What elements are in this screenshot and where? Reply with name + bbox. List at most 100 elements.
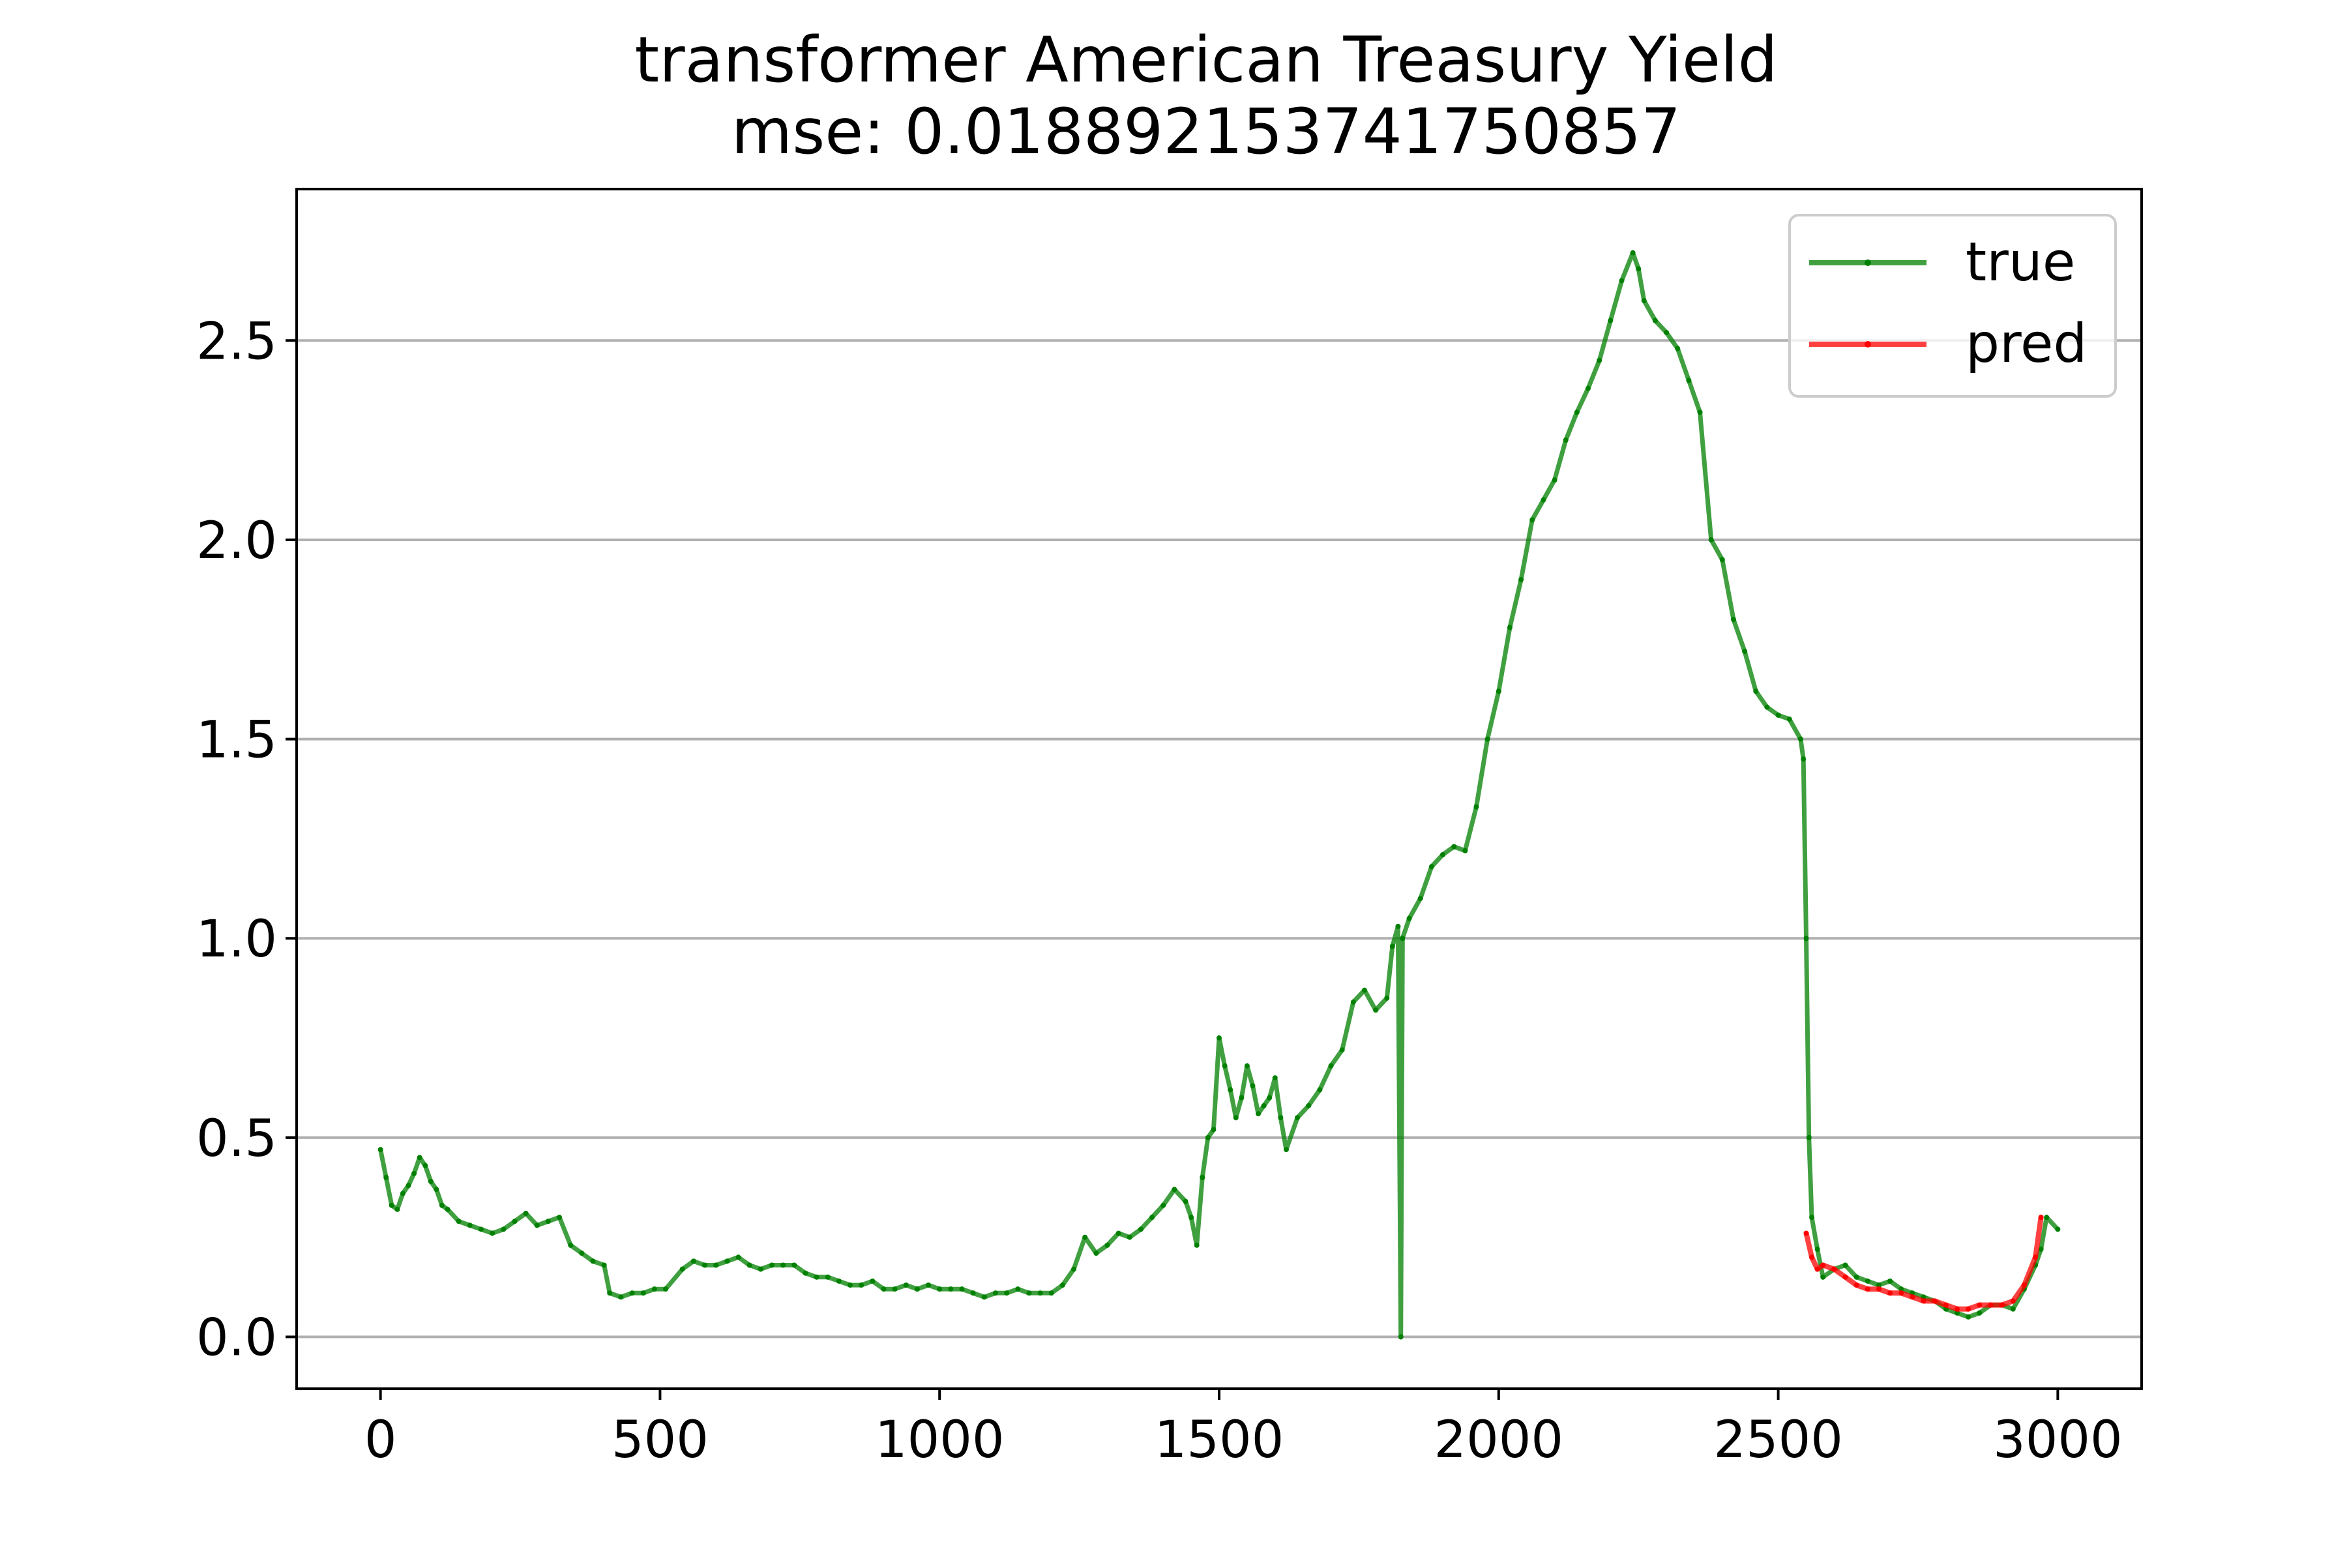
data-point-pred — [1988, 1302, 1994, 1308]
data-point-true — [417, 1155, 422, 1161]
data-point-pred — [1887, 1290, 1893, 1296]
data-point-true — [948, 1286, 954, 1292]
data-point-true — [1295, 1115, 1301, 1121]
data-point-true — [1608, 318, 1614, 323]
data-point-true — [903, 1282, 909, 1288]
x-tick-label: 1500 — [1155, 1411, 1284, 1470]
data-point-true — [1764, 704, 1770, 710]
data-point-true — [1138, 1226, 1144, 1232]
data-point-true — [1250, 1083, 1256, 1089]
data-point-true — [1529, 517, 1535, 523]
data-point-true — [791, 1262, 797, 1268]
data-point-true — [512, 1219, 518, 1224]
data-point-true — [780, 1262, 786, 1268]
data-point-true — [479, 1226, 484, 1232]
data-point-true — [1853, 1274, 1859, 1280]
data-point-true — [1200, 1175, 1205, 1181]
data-point-true — [992, 1290, 998, 1296]
data-point-true — [1389, 943, 1395, 949]
data-point-true — [434, 1187, 439, 1192]
data-point-true — [618, 1294, 624, 1300]
data-point-true — [937, 1286, 943, 1292]
data-point-true — [758, 1266, 763, 1272]
data-point-true — [1652, 318, 1658, 323]
data-point-true — [1440, 851, 1446, 857]
data-point-true — [1384, 995, 1390, 1001]
data-point-true — [651, 1286, 657, 1292]
data-point-true — [690, 1258, 696, 1264]
data-point-true — [1093, 1250, 1099, 1256]
data-point-true — [1842, 1262, 1848, 1268]
data-point-true — [803, 1270, 808, 1276]
data-point-true — [1597, 357, 1602, 363]
y-tick-label: 1.5 — [196, 711, 277, 770]
data-point-true — [825, 1274, 831, 1280]
data-point-true — [607, 1290, 613, 1296]
data-point-true — [1428, 864, 1434, 870]
legend-marker-pred — [1865, 341, 1871, 348]
data-point-true — [394, 1206, 400, 1212]
data-point-true — [1708, 537, 1714, 542]
data-point-pred — [2033, 1254, 2039, 1260]
y-axis-ticks: 0.0 0.5 1.0 1.5 2.0 2.5 — [196, 312, 297, 1368]
data-point-pred — [1814, 1266, 1820, 1272]
data-point-true — [1339, 1047, 1345, 1053]
data-point-true — [1586, 385, 1591, 391]
data-point-pred — [1876, 1286, 1882, 1292]
data-point-true — [501, 1226, 507, 1232]
data-point-true — [1966, 1314, 1971, 1320]
data-point-true — [1636, 266, 1642, 272]
data-point-true — [1350, 999, 1356, 1005]
data-point-true — [1563, 437, 1569, 443]
data-point-true — [1630, 250, 1636, 256]
data-point-true — [892, 1286, 898, 1292]
data-point-true — [1217, 1035, 1222, 1041]
data-point-true — [1373, 1007, 1379, 1013]
data-point-true — [1071, 1266, 1077, 1272]
data-point-true — [1160, 1202, 1166, 1208]
data-point-true — [1048, 1290, 1054, 1296]
data-point-pred — [1999, 1302, 2005, 1308]
data-point-true — [1955, 1310, 1960, 1316]
data-point-true — [1803, 936, 1809, 941]
y-tick-label: 0.0 — [196, 1309, 277, 1368]
data-point-true — [1686, 377, 1692, 383]
y-tick-label: 2.0 — [196, 512, 277, 570]
data-point-true — [1641, 298, 1647, 304]
data-point-true — [2055, 1226, 2061, 1232]
data-point-true — [1797, 736, 1803, 742]
data-point-pred — [2021, 1282, 2027, 1288]
data-point-true — [629, 1290, 635, 1296]
data-point-true — [1775, 712, 1781, 718]
data-point-pred — [1921, 1298, 1926, 1304]
data-point-true — [1786, 717, 1792, 722]
data-point-true — [1809, 1215, 1815, 1220]
data-point-true — [1233, 1115, 1239, 1121]
data-point-pred — [1977, 1302, 1983, 1308]
data-point-pred — [1842, 1274, 1848, 1280]
data-point-true — [1272, 1075, 1278, 1081]
series-lines — [377, 250, 2061, 1340]
data-point-true — [1977, 1310, 1983, 1316]
y-tick-label: 0.5 — [196, 1110, 277, 1168]
data-point-true — [411, 1170, 417, 1176]
data-point-true — [377, 1147, 383, 1153]
data-point-true — [1887, 1278, 1893, 1284]
x-tick-label: 2500 — [1713, 1411, 1843, 1470]
data-point-true — [1619, 278, 1625, 284]
data-point-true — [400, 1191, 406, 1196]
data-point-true — [814, 1274, 819, 1280]
data-point-true — [1451, 844, 1457, 850]
data-point-true — [545, 1219, 551, 1224]
data-point-true — [1417, 896, 1423, 902]
data-point-true — [557, 1215, 563, 1220]
data-point-true — [1730, 617, 1736, 623]
y-tick-label: 2.5 — [196, 312, 277, 371]
data-point-true — [568, 1242, 574, 1248]
data-point-true — [1082, 1234, 1088, 1240]
x-axis-ticks: 0 500 1000 1500 2000 2500 3000 — [364, 1389, 2123, 1470]
data-point-true — [406, 1183, 411, 1189]
data-point-true — [579, 1250, 585, 1256]
data-point-true — [523, 1211, 529, 1217]
chart-title: transformer American Treasury Yield — [634, 23, 1777, 96]
